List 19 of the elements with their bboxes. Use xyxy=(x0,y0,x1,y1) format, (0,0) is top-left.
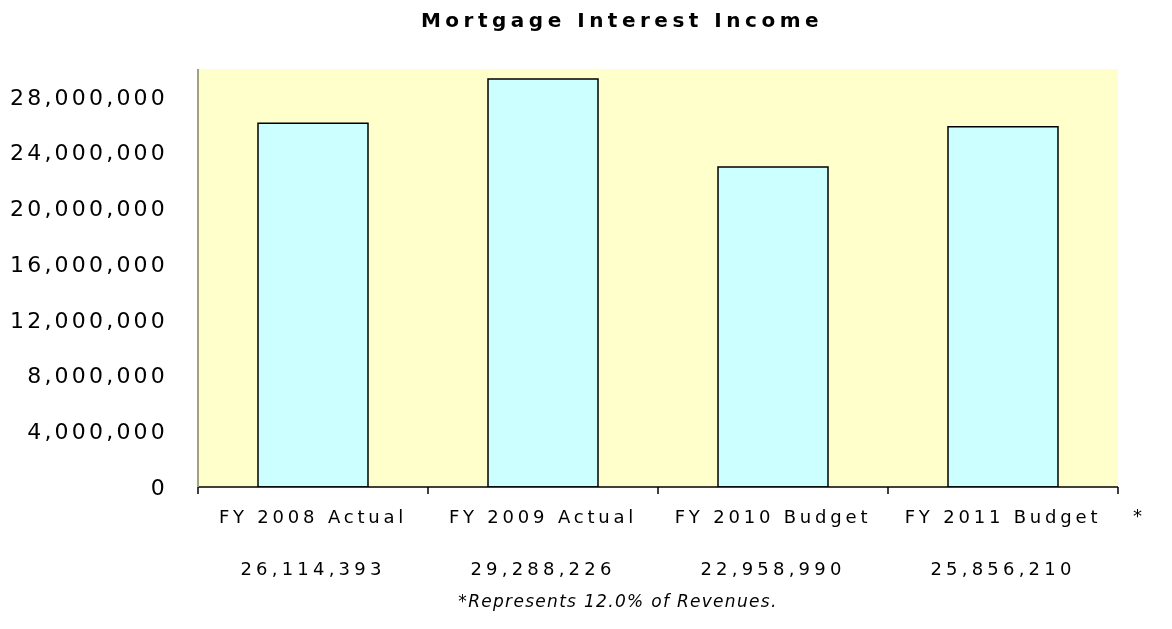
y-tick-label: 4,000,000 xyxy=(27,419,168,445)
data-label: 25,856,210 xyxy=(930,558,1076,579)
data-label: 29,288,226 xyxy=(470,558,616,579)
chart-title: Mortgage Interest Income xyxy=(420,8,824,32)
y-tick-label: 28,000,000 xyxy=(10,84,168,110)
data-label: 22,958,990 xyxy=(700,558,846,579)
x-tick-label: FY 2008 Actual xyxy=(218,506,408,527)
y-tick-label: 16,000,000 xyxy=(10,251,168,277)
x-tick-label: FY 2011 Budget xyxy=(904,506,1102,527)
data-label: 26,114,393 xyxy=(240,558,386,579)
x-tick-label: FY 2010 Budget xyxy=(674,506,872,527)
y-tick-label: 12,000,000 xyxy=(10,307,168,333)
x-tick-label: FY 2009 Actual xyxy=(448,506,638,527)
y-tick-label: 8,000,000 xyxy=(27,363,168,389)
text: * xyxy=(1133,505,1142,527)
y-tick-label: 0 xyxy=(150,474,168,500)
y-tick-label: 20,000,000 xyxy=(10,196,168,222)
text: *Represents 12.0% of Revenues. xyxy=(458,590,778,612)
y-tick-label: 24,000,000 xyxy=(10,140,168,166)
